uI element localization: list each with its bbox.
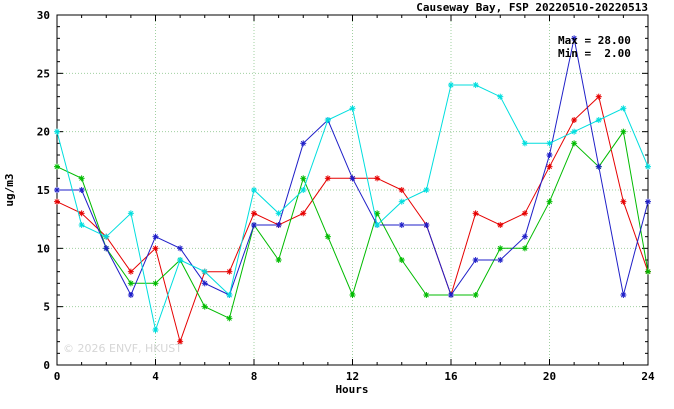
tick-labels: 0 4 8 12 16 20 24 0 5 10 15 20 25 30 [37,9,655,383]
max-annotation: Max = 28.00 [558,34,631,47]
grid-lines [57,15,648,365]
x-tick-label: 4 [152,370,159,383]
x-tick-label: 24 [641,370,655,383]
y-tick-label: 10 [37,242,50,255]
data-series [54,35,651,345]
y-tick-label: 0 [43,359,50,372]
series-cyan-markers [54,82,651,333]
y-tick-label: 20 [37,126,50,139]
x-tick-label: 16 [444,370,458,383]
y-axis-label: ug/m3 [3,173,16,206]
y-tick-label: 15 [37,184,50,197]
x-tick-label: 20 [543,370,556,383]
x-tick-label: 12 [346,370,359,383]
x-tick-label: 0 [54,370,61,383]
series-red-markers [54,93,651,345]
y-tick-label: 5 [43,301,50,314]
chart-title: Causeway Bay, FSP 20220510-20220513 [416,1,648,14]
watermark: © 2026 ENVF, HKUST [63,342,182,355]
x-tick-label: 8 [251,370,258,383]
x-axis-label: Hours [335,383,368,396]
y-tick-label: 30 [37,9,50,22]
y-tick-label: 25 [37,67,50,80]
min-annotation: Min = 2.00 [558,47,631,60]
series-blue-line [57,38,649,297]
